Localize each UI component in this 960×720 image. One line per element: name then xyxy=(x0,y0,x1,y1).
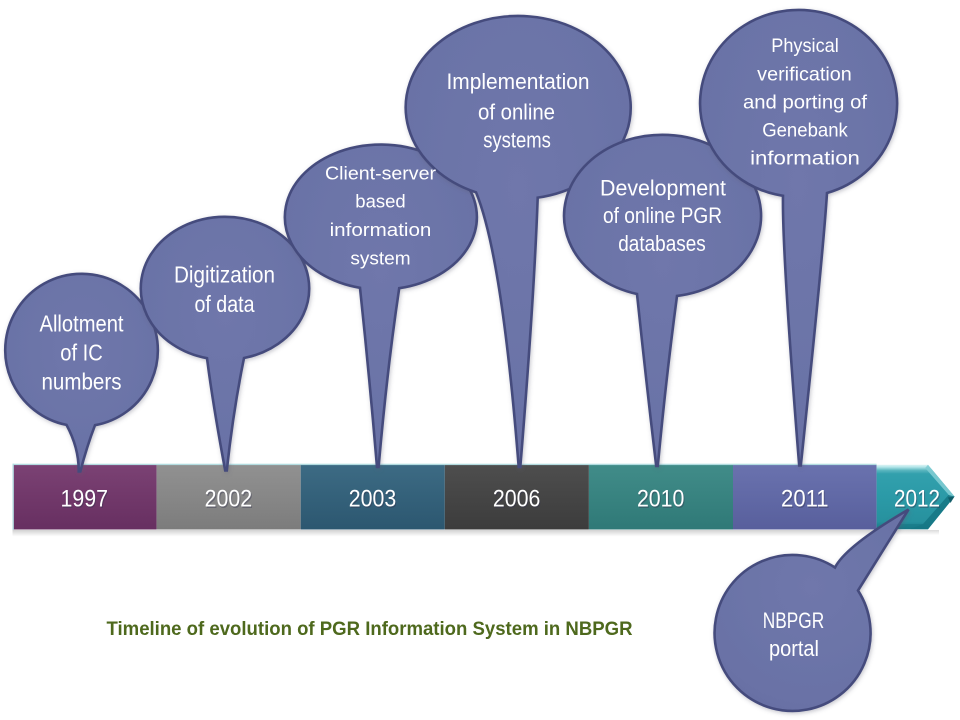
svg-text:based: based xyxy=(355,191,405,212)
svg-text:information: information xyxy=(750,147,860,169)
svg-text:information: information xyxy=(330,219,432,240)
svg-text:2006: 2006 xyxy=(494,487,542,514)
svg-text:1997: 1997 xyxy=(62,487,110,514)
svg-text:NBPGR: NBPGR xyxy=(763,608,825,633)
svg-text:of online PGR: of online PGR xyxy=(603,203,722,228)
svg-text:2002: 2002 xyxy=(206,487,254,514)
svg-text:2012: 2012 xyxy=(894,486,940,513)
svg-text:Genebank: Genebank xyxy=(762,120,848,142)
svg-text:portal: portal xyxy=(769,636,819,661)
svg-text:2003: 2003 xyxy=(349,486,397,513)
svg-text:system: system xyxy=(350,248,410,269)
svg-text:systems: systems xyxy=(483,128,551,153)
svg-text:2010: 2010 xyxy=(638,487,686,514)
svg-text:2012: 2012 xyxy=(895,487,941,514)
svg-text:numbers: numbers xyxy=(42,369,122,395)
svg-text:Timeline of evolution of PGR I: Timeline of evolution of PGR Information… xyxy=(107,618,633,640)
svg-text:2003: 2003 xyxy=(350,487,398,514)
svg-text:verification: verification xyxy=(757,63,852,85)
svg-text:Digitization: Digitization xyxy=(174,262,275,288)
svg-text:Client-server: Client-server xyxy=(325,162,436,183)
svg-text:2002: 2002 xyxy=(205,486,253,513)
svg-text:and porting of: and porting of xyxy=(743,92,868,114)
svg-text:of data: of data xyxy=(195,291,255,317)
svg-text:of online: of online xyxy=(478,100,555,125)
svg-text:databases: databases xyxy=(618,231,706,256)
svg-text:Implementation: Implementation xyxy=(447,69,590,94)
svg-text:2011: 2011 xyxy=(782,487,830,514)
svg-text:2006: 2006 xyxy=(493,486,541,513)
svg-text:1997: 1997 xyxy=(61,486,109,513)
svg-text:of IC: of IC xyxy=(60,340,103,366)
svg-text:2011: 2011 xyxy=(781,486,829,513)
svg-text:2010: 2010 xyxy=(637,486,685,513)
svg-text:Development: Development xyxy=(600,175,727,200)
svg-text:Allotment: Allotment xyxy=(40,311,125,337)
svg-text:Physical: Physical xyxy=(771,35,839,57)
